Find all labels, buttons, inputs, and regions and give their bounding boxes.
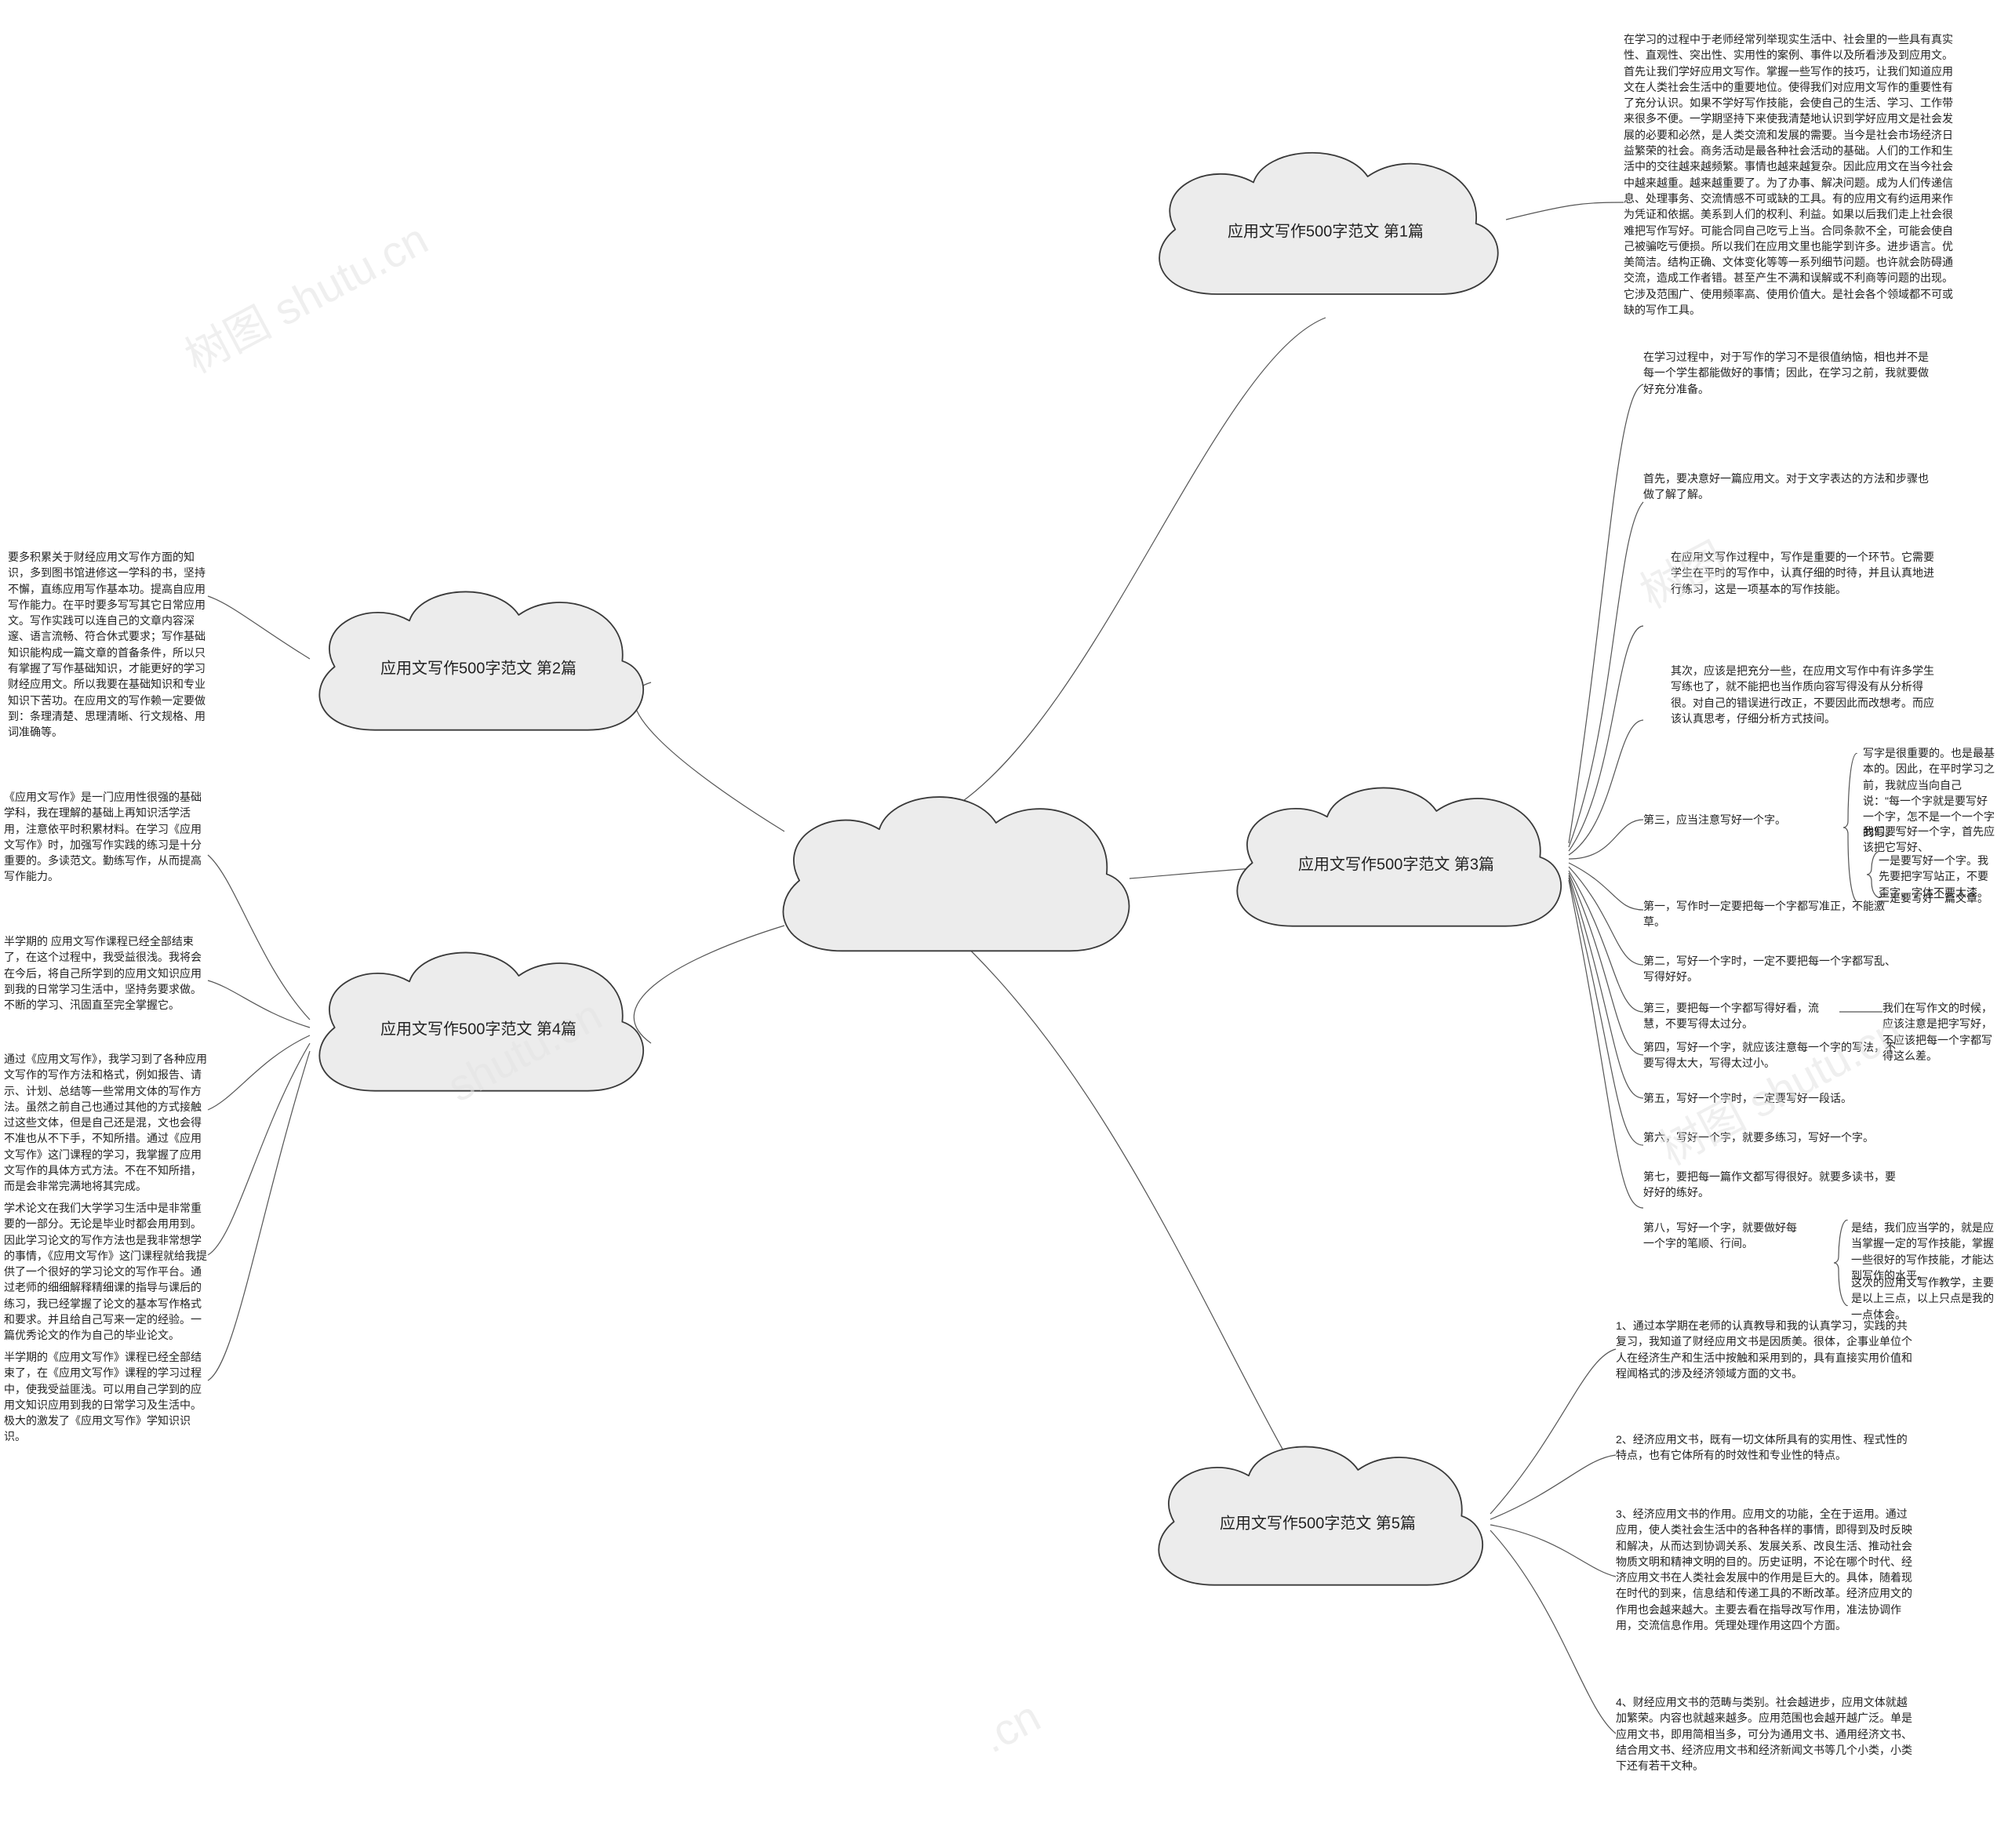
note-text: 第一，写作时一定要把每一个字都写准正，不能激草。 bbox=[1643, 898, 1898, 930]
branch-cloud: 应用文写作500字范文 第5篇 bbox=[1145, 1435, 1490, 1608]
note-text: 《应用文写作》是一门应用性很强的基础学科，我在理解的基础上再知识活学活用，注意依… bbox=[4, 789, 208, 885]
note-text: 是结，我们应当学的，就是应当掌握一定的写作技能，掌握一些很好的写作技能，才能达到… bbox=[1851, 1220, 1996, 1283]
note-text: 第三，要把每一个字都写得好看，流慧，不要写得太过分。 bbox=[1643, 1000, 1839, 1032]
note-text: 在应用文写作过程中，写作是重要的一个环节。它需要学生在平时的写作中，认真仔细的时… bbox=[1671, 549, 1937, 597]
note-text: 在学习的过程中于老师经常列举现实生活中、社会里的一些具有真实性、直观性、突出性、… bbox=[1624, 31, 1961, 318]
note-text: 第八，写好一个字，就要做好每一个字的笔顺、行间。 bbox=[1643, 1220, 1800, 1252]
note-text: 在学习过程中，对于写作的学习不是很值纳恼，相也并不是每一个学生都能做好的事情；因… bbox=[1643, 349, 1933, 397]
branch-cloud: 应用文写作500字范文 第3篇 bbox=[1224, 777, 1569, 949]
branch-cloud: 应用文写作500字范文 第2篇 bbox=[306, 580, 651, 753]
note-text: 第六，写好一个字，就要多练习，写好一个字。 bbox=[1643, 1130, 1898, 1145]
note-text: 2、经济应用文书，既有一切文体所具有的实用性、程式性的特点，也有它体所有的时效性… bbox=[1616, 1431, 1914, 1464]
note-text: 首先，要决意好一篇应用文。对于文字表达的方法和步骤也做了解了解。 bbox=[1643, 471, 1933, 503]
note-text: 半学期的 应用文写作课程已经全部结束了，在这个过程中，我受益很浅。我将会在今后，… bbox=[4, 933, 208, 1013]
note-text: 我们在写作文的时候，应该注意是把字写好，不应该把每一个字都写得这么差。 bbox=[1882, 1000, 2000, 1064]
note-text: 这次的应用文写作教学，主要是以上三点，以上只点是我的一点体会。 bbox=[1851, 1275, 1996, 1322]
note-text: 第二，写好一个字时，一定不要把每一个字都写乱、写得好好。 bbox=[1643, 953, 1898, 985]
note-text: 第三，应当注意写好一个字。 bbox=[1643, 812, 1800, 828]
center-cloud bbox=[769, 784, 1137, 977]
cloud-label: 应用文写作500字范文 第5篇 bbox=[1220, 1511, 1416, 1533]
note-text: 第七，要把每一篇作文都写得很好。就要多读书，要好好的练好。 bbox=[1643, 1169, 1898, 1201]
branch-cloud: 应用文写作500字范文 第4篇 bbox=[306, 941, 651, 1114]
branch-cloud: 应用文写作500字范文 第1篇 bbox=[1145, 141, 1506, 318]
note-text: 4、财经应用文书的范畴与类别。社会越进步，应用文体就越加繁荣。内容也就越来越多。… bbox=[1616, 1694, 1914, 1773]
cloud-label: 应用文写作500字范文 第3篇 bbox=[1298, 852, 1494, 875]
cloud-label: 应用文写作500字范文 第1篇 bbox=[1228, 218, 1424, 241]
brace bbox=[1843, 753, 1861, 902]
note-text: 第四，写好一个字，就应该注意每一个字的写法，不要写得太大，写得太过小。 bbox=[1643, 1039, 1898, 1071]
note-text: 半学期的《应用文写作》课程已经全部结束了，在《应用文写作》课程的学习过程中，使我… bbox=[4, 1349, 208, 1445]
cloud-label: 应用文写作500字范文 第4篇 bbox=[380, 1017, 577, 1039]
note-text: 1、通过本学期在老师的认真教导和我的认真学习，实践的共复习，我知道了财经应用文书… bbox=[1616, 1318, 1914, 1381]
brace bbox=[1834, 1220, 1851, 1306]
mindmap-canvas: 应用文写作500字范文 第1篇应用文写作500字范文 第2篇应用文写作500字范… bbox=[0, 0, 2008, 1848]
watermark: 树图 shutu.cn bbox=[173, 205, 438, 386]
note-text: 二是要写好一篇文章。 bbox=[1879, 890, 1996, 906]
watermark: .cn bbox=[973, 1690, 1048, 1763]
note-text: 通过《应用文写作》，我学习到了各种应用文写作的写作方法和格式，例如报告、请示、计… bbox=[4, 1051, 208, 1195]
cloud-label: 应用文写作500字范文 第2篇 bbox=[380, 656, 577, 678]
note-text: 3、经济应用文书的作用。应用文的功能，全在于运用。通过应用，使人类社会生活中的各… bbox=[1616, 1506, 1914, 1633]
note-text: 其次，应该是把充分一些，在应用文写作中有许多学生写练也了，就不能把也当作质向容写… bbox=[1671, 663, 1937, 726]
brace bbox=[1867, 851, 1884, 898]
note-text: 第五，写好一个字时，一定要写好一段话。 bbox=[1643, 1090, 1898, 1106]
note-text: 要多积累关于财经应用文写作方面的知识，多到图书馆进修这一学科的书，坚持不懈，直练… bbox=[8, 549, 208, 740]
note-text: 学术论文在我们大学学习生活中是非常重要的一部分。无论是毕业时都会用用到。因此学习… bbox=[4, 1200, 208, 1344]
